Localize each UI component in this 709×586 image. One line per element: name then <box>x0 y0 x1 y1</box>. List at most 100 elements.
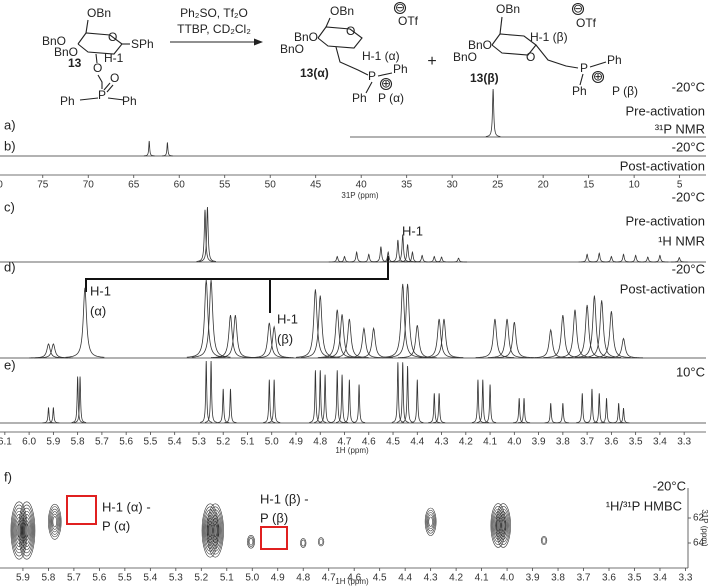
scheme-label: H-1 (α) <box>362 49 400 63</box>
scheme-label: BnO <box>294 30 318 44</box>
scheme-label: O <box>346 24 355 38</box>
temperature: -20°C <box>672 189 705 204</box>
x-tick-label: 5.2 <box>216 437 230 448</box>
highlight-box <box>66 495 97 525</box>
x-tick-label: 3.8 <box>556 437 570 448</box>
peak <box>300 295 340 358</box>
cross-peak <box>495 503 511 548</box>
contour <box>490 503 506 548</box>
x-tick-label: 4.7 <box>338 437 352 448</box>
compound-number: 13(α) <box>300 66 329 80</box>
peak <box>383 283 423 358</box>
x-tick-label: 35 <box>401 180 413 191</box>
contour <box>248 538 254 546</box>
spectrum-note: ¹H/³¹P HMBC <box>606 498 682 513</box>
scheme-label: Ph <box>122 94 137 108</box>
contour <box>495 503 511 548</box>
bond <box>106 84 114 93</box>
x-tick-label: 4.1 <box>475 573 489 584</box>
x-tick-label: 4.6 <box>362 437 376 448</box>
peak <box>574 295 614 358</box>
charge-circle <box>393 1 407 15</box>
contour <box>540 535 548 545</box>
peak <box>471 379 485 423</box>
spectrum-note: Post-activation <box>620 281 705 296</box>
peak-assignment: H-1 (α) - <box>102 499 151 514</box>
contour <box>300 538 307 548</box>
x-tick-label: 4.8 <box>313 437 327 448</box>
contour <box>501 519 506 532</box>
cross-peak <box>424 507 437 536</box>
scheme-label: H-1 (β) <box>530 30 568 44</box>
charge-circle <box>591 70 605 84</box>
peak <box>600 398 613 424</box>
panel-label: b) <box>4 138 16 153</box>
bond <box>85 19 89 34</box>
scheme-label: OBn <box>87 6 111 20</box>
peak <box>388 283 428 358</box>
contour <box>208 509 223 552</box>
bond <box>365 81 373 94</box>
x-tick-label: 3.7 <box>577 573 591 584</box>
peak <box>268 379 281 423</box>
peak <box>433 256 451 263</box>
contour <box>18 501 36 560</box>
x-tick-label: 70 <box>83 180 95 191</box>
bond <box>103 82 111 91</box>
contour <box>11 504 27 557</box>
x-tick-label: 5.8 <box>41 573 55 584</box>
charge-circle <box>571 2 585 16</box>
x-tick-label: 20 <box>538 180 550 191</box>
x-tick-label: 5.6 <box>119 437 133 448</box>
peak <box>433 393 446 424</box>
highlight-box <box>260 526 288 550</box>
x-tick-label: 4.4 <box>398 573 412 584</box>
peak <box>391 362 405 423</box>
peak <box>71 376 84 423</box>
x-tick-label: 5.8 <box>71 437 85 448</box>
scheme-label: ⊕ <box>593 70 603 84</box>
x-tick-label: 6.1 <box>0 437 12 448</box>
peak-assignment: P (β) <box>260 510 288 525</box>
panel-label: c) <box>4 199 15 214</box>
x-tick-label: 40 <box>356 180 368 191</box>
contour <box>424 507 437 536</box>
x-tick-label: 10 <box>629 180 641 191</box>
plus: + <box>427 53 436 70</box>
cross-peak <box>48 503 62 540</box>
scheme-label: O <box>526 50 535 64</box>
contour <box>209 512 222 549</box>
x-axis-label: 1H (ppm) <box>335 577 369 586</box>
scheme-label: BnO <box>54 45 78 59</box>
contour <box>206 503 224 558</box>
peak <box>204 360 218 423</box>
peak <box>531 328 571 359</box>
x-tick-label: 5.0 <box>245 573 259 584</box>
contour <box>318 538 324 545</box>
peak <box>604 337 643 359</box>
peak <box>314 370 327 423</box>
scheme-label: P (α) <box>378 91 404 105</box>
cross-peak <box>18 501 36 560</box>
cross-peak <box>206 503 224 558</box>
peak <box>73 376 87 423</box>
scheme-label: O <box>110 71 119 85</box>
contour <box>497 508 510 543</box>
x-tick-label: 3.3 <box>678 573 692 584</box>
contour <box>426 512 435 532</box>
x-tick-label: 5.1 <box>220 573 234 584</box>
peak <box>331 370 344 423</box>
spectrum-note: Post-activation <box>620 158 705 173</box>
peak <box>556 403 569 424</box>
peak <box>450 257 468 263</box>
x-tick-label: 5.9 <box>46 437 60 448</box>
peak <box>428 393 441 424</box>
x-tick-label: 5.3 <box>169 573 183 584</box>
compound-number: 13 <box>68 56 82 70</box>
scheme-label: Ph <box>572 84 587 98</box>
peak <box>249 322 289 359</box>
scheme-label: Ph <box>607 53 622 67</box>
cross-peak <box>300 538 307 548</box>
x-tick-label: 3.5 <box>628 573 642 584</box>
